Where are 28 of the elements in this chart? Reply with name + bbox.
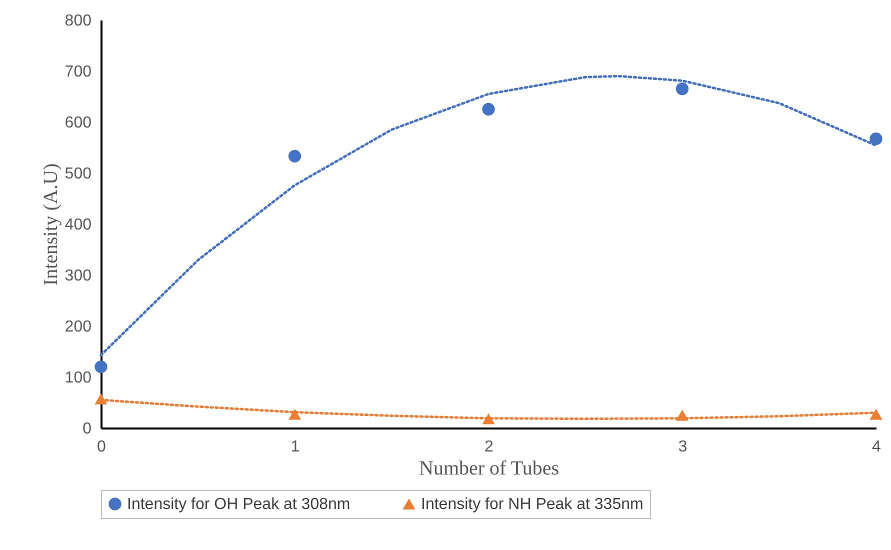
legend-label: Intensity for OH Peak at 308nm bbox=[127, 496, 350, 513]
point bbox=[288, 150, 302, 162]
y-axis-title: Intensity (A.U) bbox=[40, 163, 62, 286]
x-tick-label: 0 bbox=[97, 438, 106, 456]
y-tick-label: 400 bbox=[64, 216, 92, 234]
x-tick-label: 2 bbox=[484, 438, 494, 456]
y-tick-label: 0 bbox=[82, 420, 92, 438]
y-tick-label: 200 bbox=[64, 318, 92, 336]
x-tick-label: 3 bbox=[678, 438, 688, 456]
y-tick-label: 700 bbox=[64, 64, 92, 80]
y-tick-label: 800 bbox=[64, 12, 92, 30]
point bbox=[94, 360, 108, 374]
point bbox=[94, 393, 108, 404]
y-tick-label: 100 bbox=[64, 370, 92, 386]
point bbox=[482, 413, 495, 424]
point bbox=[288, 408, 302, 420]
point bbox=[676, 410, 689, 421]
y-tick-label: 500 bbox=[64, 166, 92, 182]
x-tick-label: 4 bbox=[872, 438, 882, 456]
point bbox=[482, 102, 495, 116]
x-tick-label: 1 bbox=[290, 438, 300, 456]
y-tick-label: 300 bbox=[64, 268, 92, 284]
point bbox=[676, 82, 689, 96]
x-axis-title: Number of Tubes bbox=[418, 458, 560, 480]
point bbox=[870, 408, 882, 420]
point bbox=[870, 132, 882, 146]
legend-label: Intensity for NH Peak at 335nm bbox=[421, 496, 644, 513]
y-tick-label: 600 bbox=[64, 114, 92, 132]
